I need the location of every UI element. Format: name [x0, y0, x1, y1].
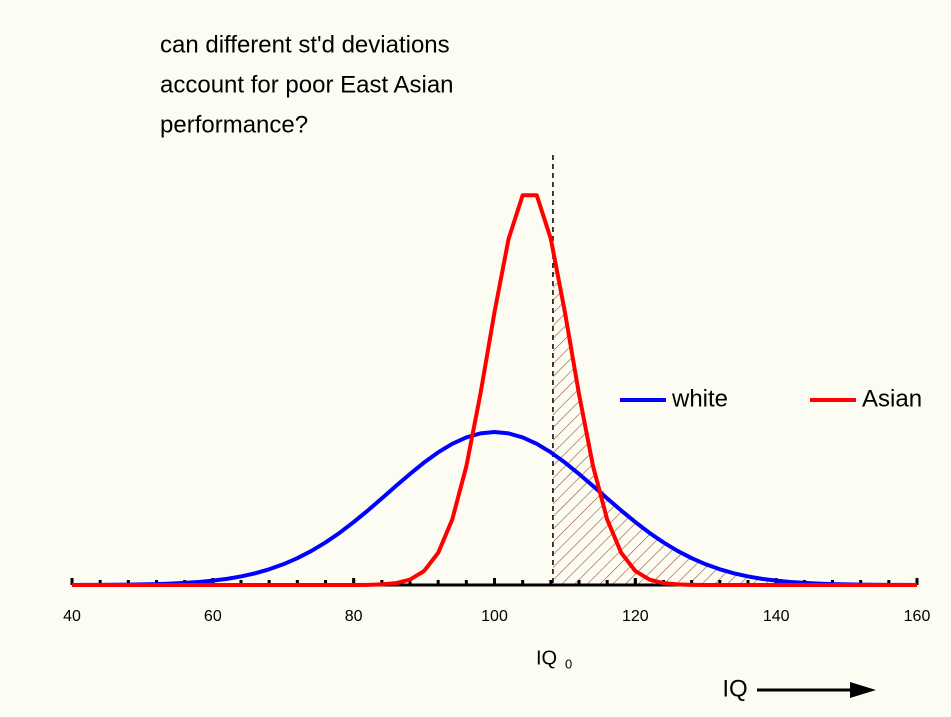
chart-title: performance?: [160, 111, 308, 138]
chart-title: can different st'd deviations: [160, 31, 450, 58]
threshold-label: IQ: [536, 647, 557, 669]
x-axis-label: IQ: [722, 675, 747, 702]
x-tick-label: 40: [63, 608, 81, 625]
series-line: [72, 193, 917, 587]
x-tick-label: 80: [345, 608, 363, 625]
shaded-area: [552, 249, 917, 585]
x-tick-label: 120: [622, 608, 649, 625]
x-tick-label: 160: [904, 608, 931, 625]
legend-label: white: [671, 385, 728, 412]
x-tick-label: 100: [481, 608, 508, 625]
chart-title: account for poor East Asian: [160, 71, 454, 98]
x-tick-label: 60: [204, 608, 222, 625]
x-axis-arrow: [757, 682, 876, 698]
legend-label: Asian: [862, 385, 922, 412]
series-line: [71, 430, 918, 587]
threshold-subscript: 0: [565, 656, 572, 671]
plot-area: 40 60 80 100 120 140 160 IQ 0 white Asian: [63, 155, 930, 671]
x-tick-label: 140: [763, 608, 790, 625]
